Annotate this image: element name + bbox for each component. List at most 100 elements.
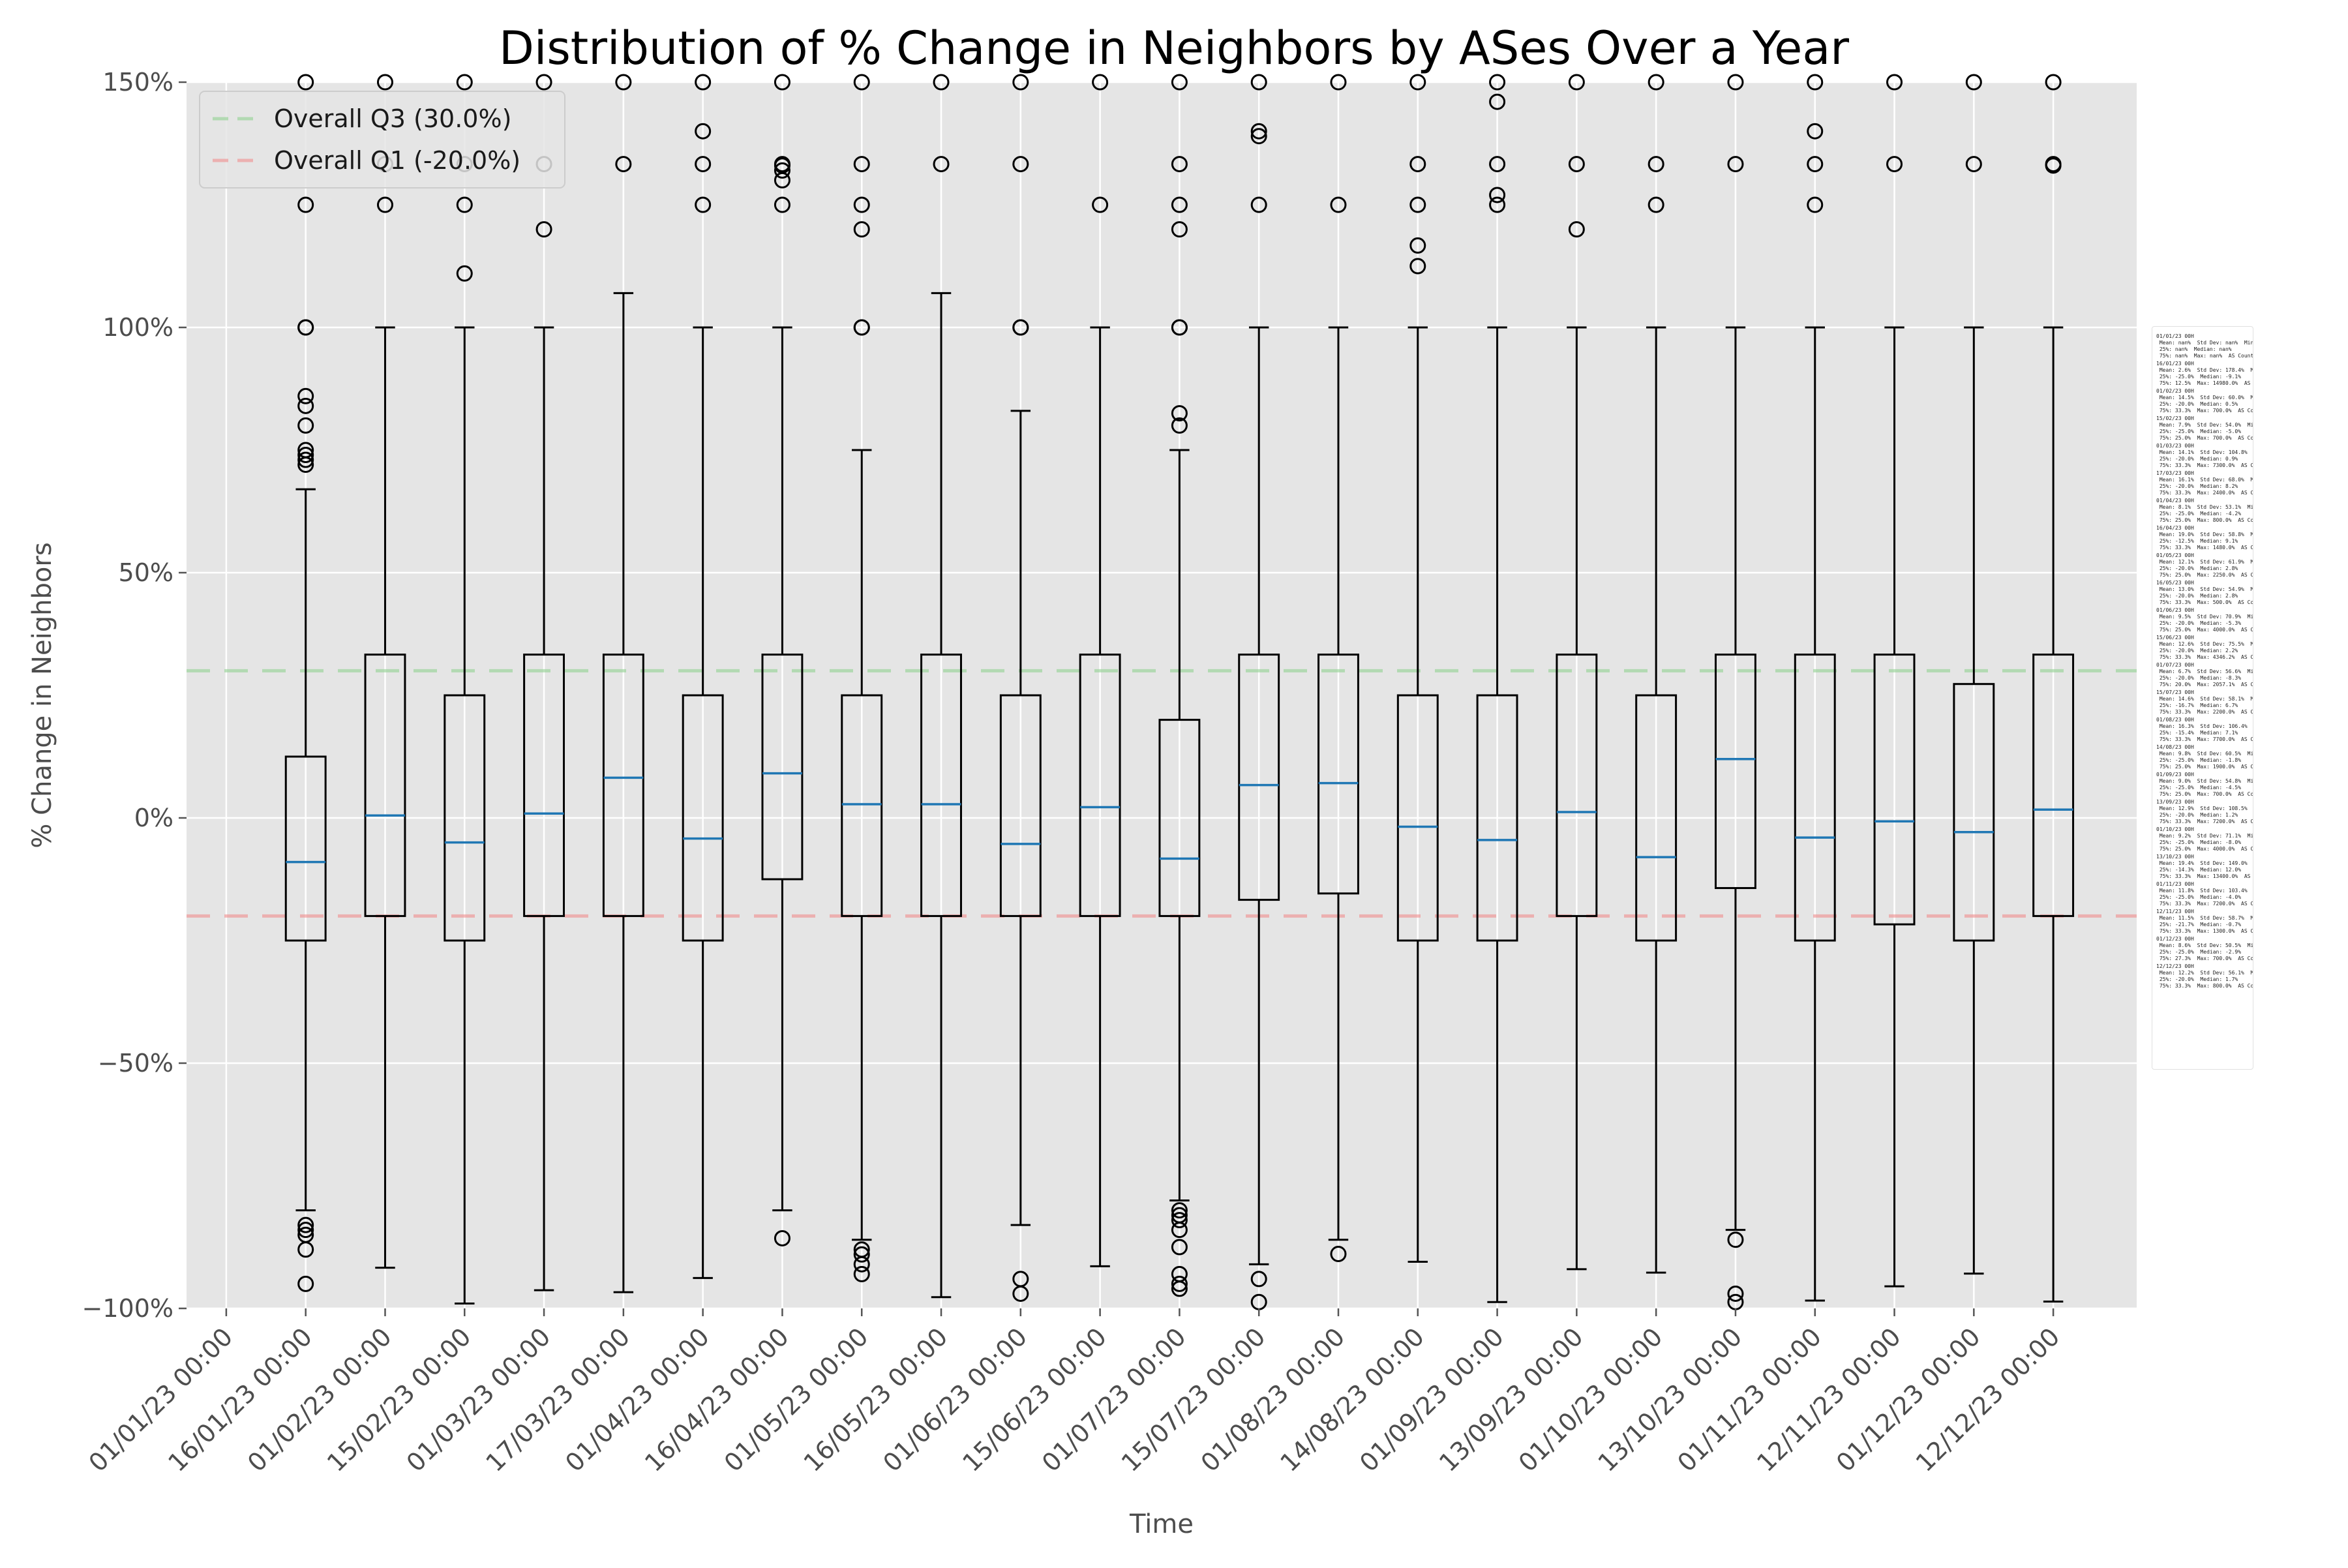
outlier-point [1409,156,1426,173]
legend: Overall Q3 (30.0%) Overall Q1 (-20.0%) [199,91,565,188]
stats-entry: 13/09/23 00H Mean: 12.9% Std Dev: 108.5%… [2156,799,2253,824]
iqr-box [1873,654,1916,926]
outlier-point [1250,123,1267,140]
outlier-point [297,74,314,91]
iqr-box [1079,654,1121,917]
y-tick-label: 150% [102,68,173,97]
outlier-point [853,319,870,336]
stats-entry: 12/11/23 00H Mean: 11.5% Std Dev: 58.7% … [2156,909,2253,934]
chart-title: Distribution of % Change in Neighbors by… [499,22,1849,75]
iqr-box [1953,683,1995,942]
y-tick-labels: −100% −50% 0% 50% 100% 150% [82,68,187,1323]
x-axis-label: Time [1129,1509,1194,1539]
outlier-point [297,1216,314,1233]
iqr-box [1396,694,1439,942]
box-12 [1158,74,1201,1297]
outlier-point [1012,1285,1029,1302]
outlier-point [297,1241,314,1258]
outlier-point [1171,1202,1188,1219]
iqr-box [1238,654,1280,901]
outlier-point [1648,196,1664,213]
outlier-point [1807,123,1824,140]
iqr-box [2032,654,2075,917]
outlier-point [774,1229,790,1246]
box-8 [841,74,883,1282]
outlier-point [297,447,314,464]
outlier-point [933,74,950,91]
outlier-point [1012,319,1029,336]
stats-entry: 16/04/23 00H Mean: 19.0% Std Dev: 58.8% … [2156,525,2253,550]
outlier-point [933,156,950,173]
iqr-box [920,654,962,917]
outlier-point [1171,1212,1188,1229]
outlier-point [615,156,632,173]
outlier-point [853,196,870,213]
box-17 [1556,74,1598,1271]
outlier-point [1171,156,1188,173]
outlier-point [456,265,473,282]
outlier-point [1250,74,1267,91]
boxes-layer [284,74,2075,1310]
stats-entry: 16/01/23 00H Mean: 2.6% Std Dev: 178.4% … [2156,361,2253,386]
box-20 [1794,74,1836,1302]
outlier-point [695,74,712,91]
summary-statistics-box: 01/01/23 00H Mean: nan% Std Dev: nan% Mi… [2152,326,2253,1070]
outlier-point [1568,221,1585,238]
outlier-point [1489,93,1506,110]
outlier-point [853,156,870,173]
outlier-point [1409,258,1426,275]
outlier-point [456,196,473,213]
outlier-point [297,387,314,404]
iqr-box [1317,654,1359,895]
outlier-point [1250,1271,1267,1288]
stats-entry: 01/05/23 00H Mean: 12.1% Std Dev: 61.9% … [2156,552,2253,578]
box-22 [1953,74,1995,1275]
iqr-box [1158,719,1201,917]
box-9 [920,74,962,1299]
stats-entry: 01/11/23 00H Mean: 11.8% Std Dev: 103.4%… [2156,881,2253,907]
outlier-point [297,397,314,414]
outlier-point [1409,196,1426,213]
outlier-point [1171,405,1188,422]
outlier-point [1171,417,1188,434]
iqr-box [1794,654,1836,942]
outlier-point [297,1222,314,1239]
iqr-box [284,755,327,942]
outlier-point [1330,74,1347,91]
iqr-box [1635,694,1678,942]
outlier-point [1965,156,1982,173]
y-tick-label: 0% [134,804,173,832]
outlier-point [1330,196,1347,213]
outlier-point [853,74,870,91]
outlier-point [1727,156,1744,173]
outlier-point [535,74,552,91]
outlier-point [376,74,393,91]
stats-entry: 01/06/23 00H Mean: 9.5% Std Dev: 70.9% M… [2156,607,2253,633]
outlier-point [1648,74,1664,91]
stats-entry: 01/04/23 00H Mean: 8.1% Std Dev: 53.1% M… [2156,498,2253,523]
outlier-point [1330,1246,1347,1263]
outlier-point [774,196,790,213]
y-tick-label: −50% [98,1049,173,1078]
y-tick-label: −100% [82,1294,173,1323]
iqr-box [682,694,724,942]
iqr-box [761,654,804,881]
box-16 [1476,74,1518,1303]
outlier-point [1568,156,1585,173]
y-tick-label: 50% [119,558,173,587]
y-axis-label: % Change in Neighbors [27,542,57,848]
stats-entry: 01/07/23 00H Mean: 6.7% Std Dev: 56.6% M… [2156,662,2253,687]
stats-entry: 13/10/23 00H Mean: 19.4% Std Dev: 149.0%… [2156,854,2251,879]
outlier-point [1727,74,1744,91]
outlier-point [297,319,314,336]
outlier-point [1409,237,1426,254]
iqr-box [602,654,644,917]
box-1 [284,74,327,1292]
outlier-point [1807,74,1824,91]
iqr-box [841,694,883,917]
outlier-point [1171,1222,1188,1239]
legend-label-q1: Overall Q1 (-20.0%) [274,146,520,175]
stats-entry: 16/05/23 00H Mean: 13.0% Std Dev: 54.9% … [2156,580,2253,605]
stats-entry: 17/03/23 00H Mean: 16.1% Std Dev: 68.0% … [2156,470,2253,496]
